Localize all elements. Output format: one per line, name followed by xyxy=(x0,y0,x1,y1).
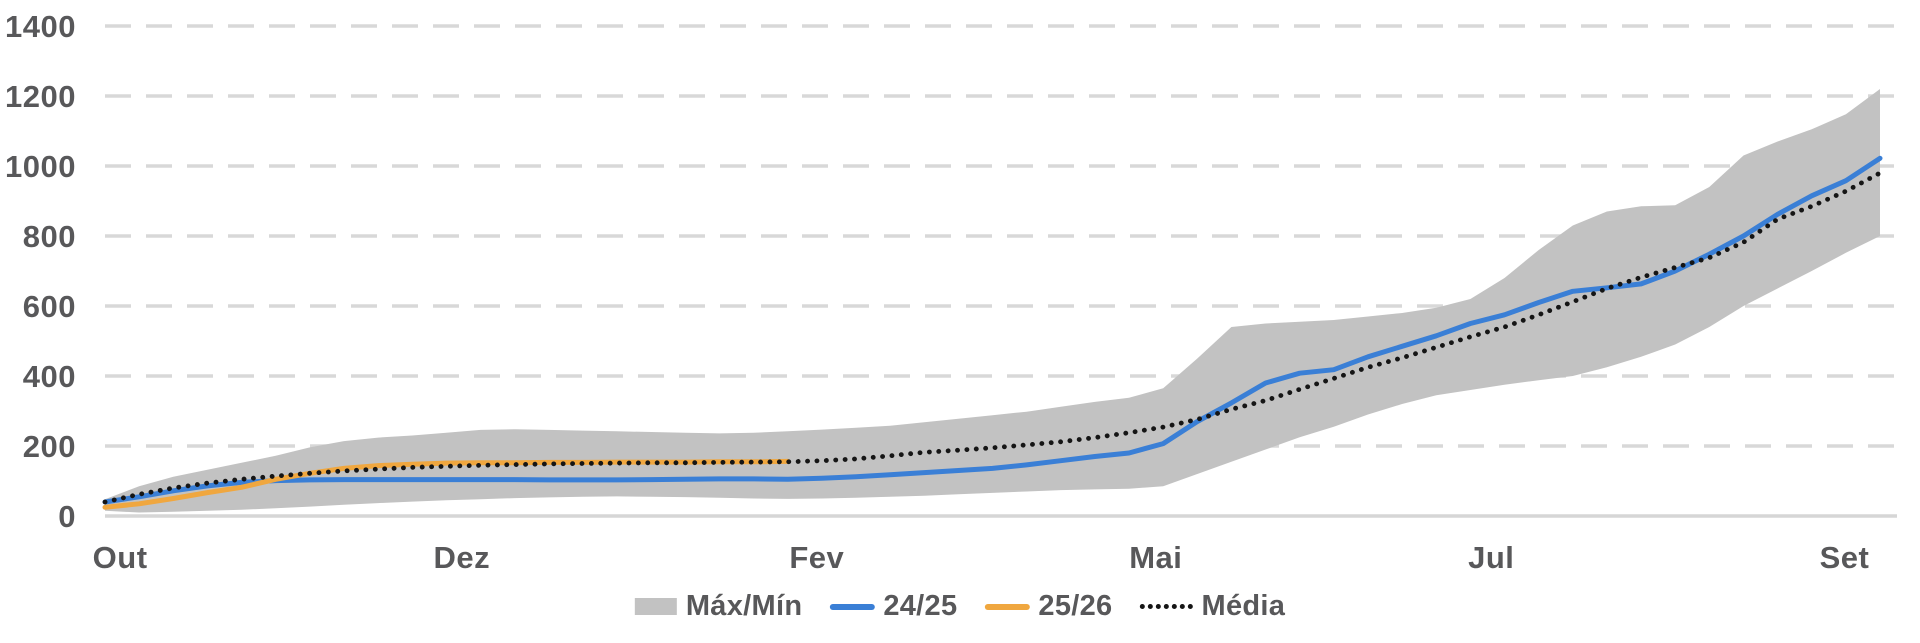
x-tick-label-out: Out xyxy=(93,540,148,575)
chart-legend: Máx/Mín 24/25 25/26 Média xyxy=(634,590,1285,623)
legend-label-media: Média xyxy=(1201,590,1286,622)
legend-label-25-26: 25/26 xyxy=(1038,590,1113,622)
x-axis-labels: Out Dez Fev Mai Jul Set xyxy=(93,540,1870,575)
y-tick-label: 200 xyxy=(23,429,76,464)
y-tick-label: 800 xyxy=(23,219,76,254)
series-24-25-line xyxy=(102,155,1883,505)
y-tick-label: 400 xyxy=(23,359,76,394)
y-tick-label: 0 xyxy=(58,499,76,534)
x-tick-label-jul: Jul xyxy=(1468,540,1514,575)
x-tick-label-mai: Mai xyxy=(1129,540,1182,575)
y-tick-label: 600 xyxy=(23,289,76,324)
y-tick-label: 1000 xyxy=(5,149,76,184)
x-tick-label-dez: Dez xyxy=(433,540,490,575)
legend-label-24-25: 24/25 xyxy=(883,590,958,622)
legend-item-24-25: 24/25 xyxy=(829,590,957,623)
y-tick-label: 1200 xyxy=(5,79,76,114)
y-tick-label: 1400 xyxy=(5,9,76,44)
x-tick-label-fev: Fev xyxy=(789,540,844,575)
series-25-26-line-swatch xyxy=(984,603,1030,610)
series-m-dia-dotted-line xyxy=(102,170,1883,505)
series-24-25-line-swatch xyxy=(829,603,875,610)
y-axis-labels: 0 200 400 600 800 1000 1200 1400 xyxy=(5,9,76,534)
media-dotted-swatch xyxy=(1139,604,1193,609)
legend-item-25-26: 25/26 xyxy=(984,590,1112,623)
legend-item-max-min: Máx/Mín xyxy=(634,590,803,623)
x-tick-label-set: Set xyxy=(1820,540,1870,575)
max-min-band xyxy=(105,89,1880,513)
legend-item-media: Média xyxy=(1139,590,1285,623)
max-min-band-swatch xyxy=(634,598,677,615)
legend-label-max-min: Máx/Mín xyxy=(685,590,803,622)
